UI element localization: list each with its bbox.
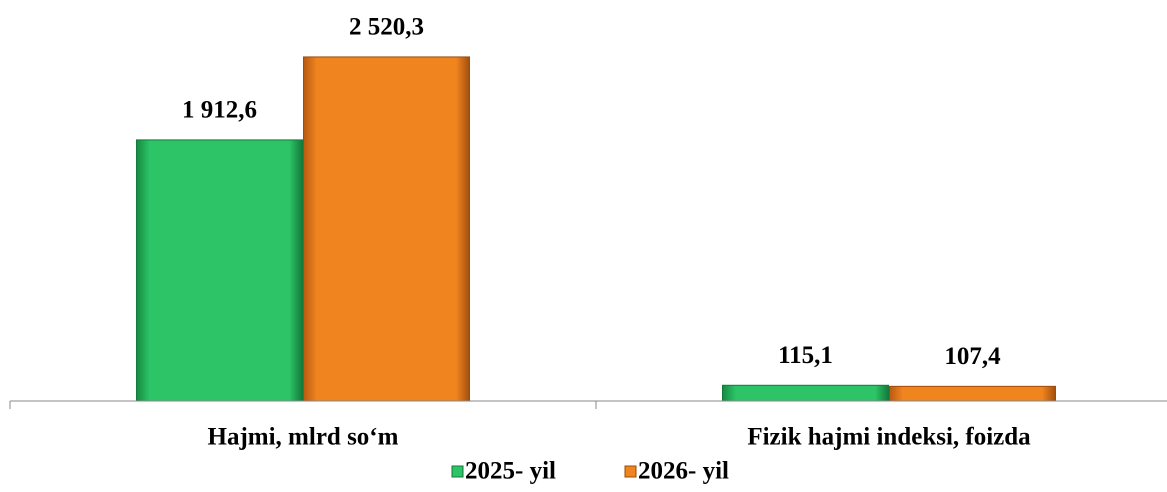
legend-label: 2025- yil — [465, 458, 556, 485]
legend-label: 2026- yil — [638, 458, 729, 485]
legend-swatch — [451, 465, 464, 478]
value-label: 2 520,3 — [349, 14, 424, 41]
bar — [889, 385, 1056, 402]
x-tick-label: Hajmi, mlrd so‘m — [208, 424, 399, 451]
bar — [722, 384, 889, 402]
x-tick-label: Fizik hajmi indeksi, foizda — [747, 424, 1031, 451]
legend-swatch — [624, 465, 637, 478]
bar — [136, 139, 303, 402]
value-label: 115,1 — [778, 342, 833, 369]
bar — [303, 56, 470, 402]
value-label: 107,4 — [944, 343, 1001, 370]
value-label: 1 912,6 — [182, 97, 257, 124]
